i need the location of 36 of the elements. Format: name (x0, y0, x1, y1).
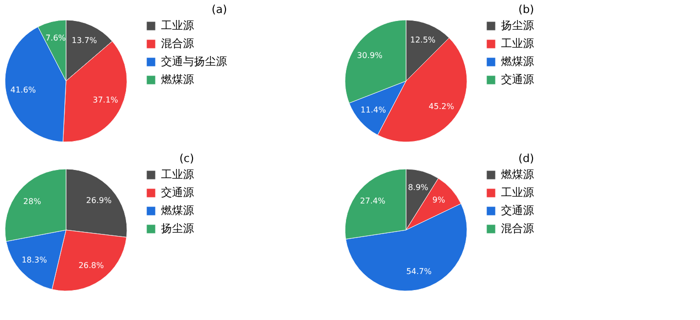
data-label: 11.4% (360, 105, 386, 114)
legend-label: 混合源 (161, 37, 194, 50)
legend-label: 交通源 (501, 73, 534, 86)
data-label: 54.7% (406, 266, 432, 276)
legend-label: 燃煤源 (501, 55, 534, 68)
legend-label: 工业源 (501, 37, 534, 50)
legend-label: 燃煤源 (161, 204, 194, 217)
data-label: 13.7% (72, 36, 98, 46)
data-label: 26.9% (86, 196, 112, 205)
legend-label: 工业源 (501, 186, 534, 199)
legend-label: 混合源 (501, 222, 534, 235)
legend-label: 交通与扬尘源 (161, 55, 227, 68)
data-label: 41.6% (10, 85, 36, 94)
data-label: 8.9% (408, 182, 429, 192)
data-label: 37.1% (92, 95, 119, 104)
data-label: 27.4% (360, 196, 386, 206)
data-label: 26.8% (78, 261, 104, 270)
data-label: 30.9% (357, 51, 383, 60)
chart-title: (b) (518, 3, 534, 16)
data-label: 7.6% (45, 33, 66, 42)
legend-label: 工业源 (161, 19, 194, 32)
legend-label: 交通源 (501, 204, 534, 217)
legend-label: 工业源 (161, 168, 194, 181)
legend-label: 扬尘源 (501, 19, 534, 32)
legend-label: 燃煤源 (501, 168, 534, 181)
data-label: 9% (432, 196, 446, 205)
data-label: 45.2% (428, 102, 454, 112)
legend-label: 燃煤源 (161, 73, 194, 86)
chart-title: (a) (212, 3, 227, 16)
data-label: 12.5% (410, 35, 436, 44)
chart-title: (d) (518, 152, 534, 165)
data-label: 18.3% (22, 255, 48, 264)
chart-title: (c) (179, 152, 194, 165)
legend-label: 交通源 (161, 186, 194, 199)
data-label: 28% (23, 197, 42, 206)
legend-label: 扬尘源 (161, 222, 194, 235)
